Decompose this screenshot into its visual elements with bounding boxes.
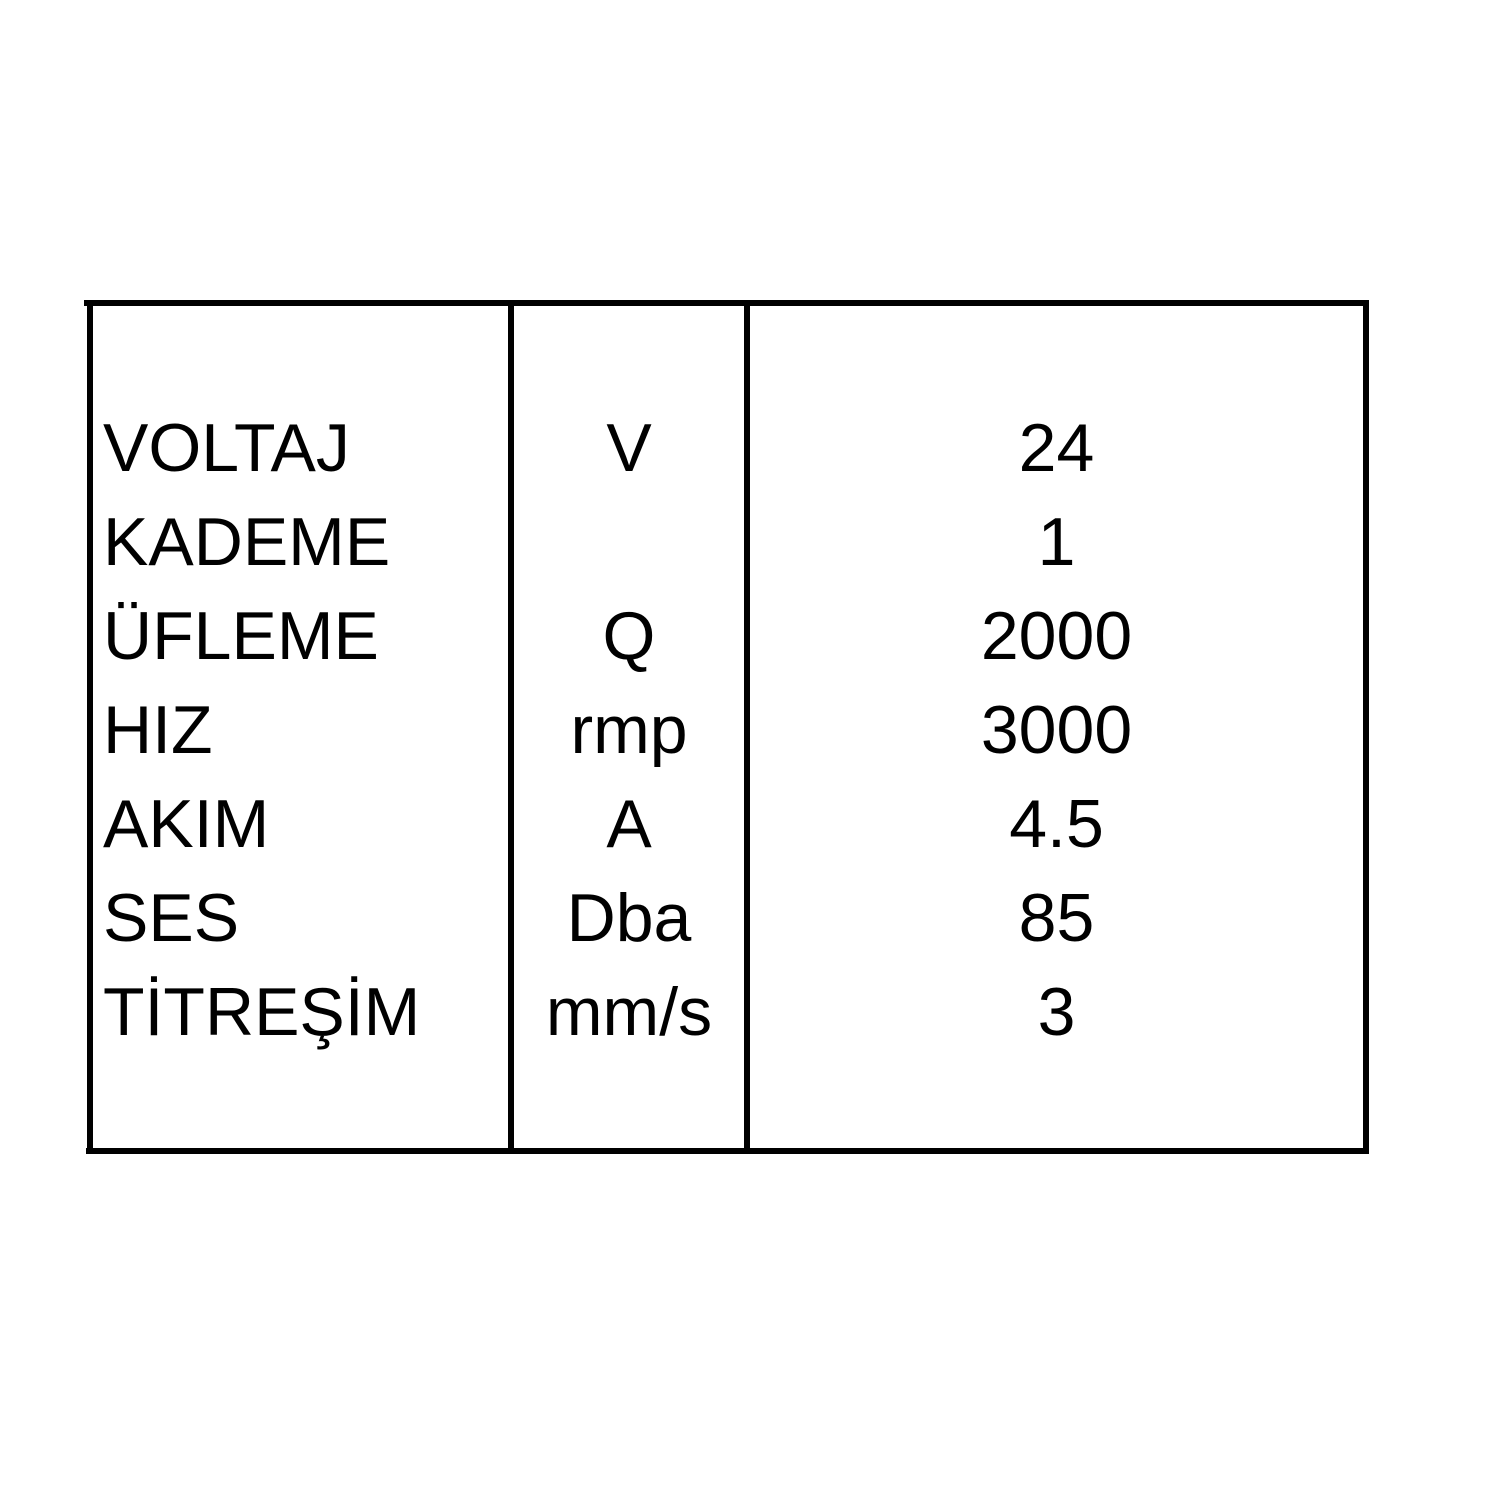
value-cell: 1 (1037, 504, 1076, 580)
table-row: HIZ rmp 3000 (0, 683, 1500, 777)
parameter-cell: ÜFLEME (103, 598, 379, 674)
parameter-cell: KADEME (103, 504, 391, 580)
unit-cell: mm/s (545, 974, 713, 1050)
value-cell: 85 (1018, 880, 1095, 956)
unit-cell: rmp (570, 692, 688, 768)
table-border-right (1363, 300, 1369, 1154)
table-row: VOLTAJ V 24 (0, 401, 1500, 495)
table-row: AKIM A 4.5 (0, 777, 1500, 871)
value-cell: 2000 (980, 598, 1133, 674)
parameter-cell: VOLTAJ (103, 410, 350, 486)
parameter-cell: SES (103, 880, 240, 956)
column-divider-1 (508, 300, 514, 1154)
table-border-left (87, 300, 93, 1154)
parameter-cell: TİTREŞİM (103, 974, 421, 1050)
table-border-top (84, 300, 1369, 306)
unit-cell: V (606, 410, 652, 486)
parameter-cell: AKIM (103, 786, 270, 862)
table-row: SES Dba 85 (0, 871, 1500, 965)
value-cell: 3000 (980, 692, 1133, 768)
table-row: ÜFLEME Q 2000 (0, 589, 1500, 683)
value-cell: 3 (1037, 974, 1076, 1050)
column-divider-2 (744, 300, 750, 1154)
value-cell: 4.5 (1009, 786, 1104, 862)
table-row: KADEME 1 (0, 495, 1500, 589)
unit-cell: A (606, 786, 652, 862)
table-row: TİTREŞİM mm/s 3 (0, 965, 1500, 1059)
table-border-bottom (86, 1148, 1369, 1154)
unit-cell: Dba (566, 880, 692, 956)
unit-cell: Q (602, 598, 656, 674)
parameter-cell: HIZ (103, 692, 213, 768)
value-cell: 24 (1018, 410, 1095, 486)
